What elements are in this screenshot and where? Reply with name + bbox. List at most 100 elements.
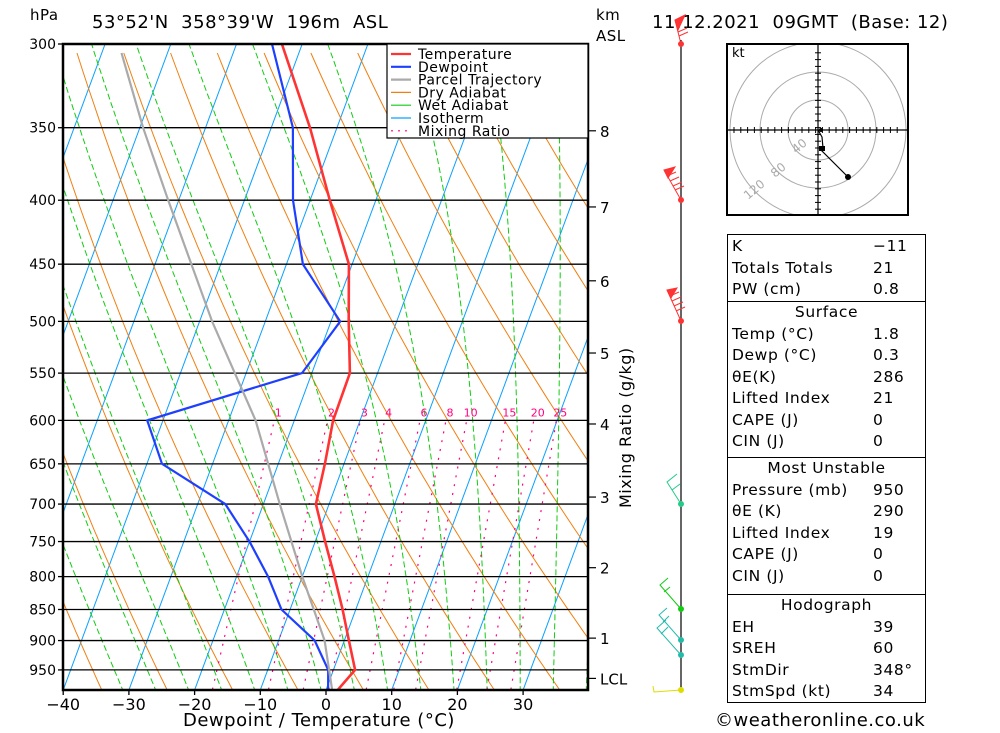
- height-tick-label: 4: [600, 416, 610, 434]
- plot-frame: [61, 42, 590, 692]
- pressure-tick-label: 700: [29, 497, 56, 513]
- pressure-tick-label: 450: [29, 257, 56, 273]
- legend-label: Parcel Trajectory: [418, 73, 542, 89]
- mixing-ratio-label: 10: [464, 406, 478, 419]
- temperature-tick-label: 10: [382, 695, 402, 714]
- pressure-tick-label: 300: [29, 37, 56, 53]
- height-tick-label: 8: [600, 123, 610, 141]
- km-unit-label: km: [596, 6, 621, 24]
- index-row: StmDir 348°: [732, 660, 913, 679]
- index-row: Dewp (°C) 0.3: [732, 346, 900, 364]
- indices-surface: Surface Temp (°C) 1.8 Dewp (°C) 0.3 θE(K) 2…: [727, 301, 926, 458]
- pressure-tick-label: 600: [29, 413, 56, 429]
- wind-barb-low: [656, 607, 684, 658]
- wind-barb-mid: [666, 473, 684, 507]
- index-row: K −11: [732, 237, 908, 255]
- mixing-ratio-line: [393, 420, 447, 690]
- wet-adiabat-line: [252, 44, 422, 690]
- legend-label: Isotherm: [418, 111, 484, 127]
- isotherm-line: [63, 44, 106, 160]
- mixing-ratio-label: 6: [420, 406, 427, 419]
- hodograph-unit: kt: [732, 46, 745, 61]
- mixing-ratio-label: 2: [328, 406, 335, 419]
- mixing-ratio-line: [486, 420, 535, 690]
- temperature-tick-label: −30: [112, 695, 146, 714]
- isotherm-line: [63, 44, 172, 337]
- index-row: CAPE (J) 0: [732, 545, 884, 563]
- dry-adiabat-line: [63, 600, 103, 690]
- wet-adiabat-line: [552, 44, 561, 690]
- pressure-tick-label: 950: [29, 663, 56, 679]
- isotherm-line: [522, 513, 588, 690]
- indices-general: K −11 Totals Totals 21 PW (cm) 0.8: [727, 234, 926, 302]
- dry-adiabat-line: [63, 451, 168, 690]
- index-row: SREH 60: [732, 639, 894, 657]
- index-row: θE(K) 286: [732, 367, 905, 386]
- mixing-ratio-label: 3: [361, 406, 368, 419]
- temperature-line: [280, 44, 357, 690]
- dry-adiabat-line: [63, 303, 233, 690]
- index-row: Temp (°C) 1.8: [732, 324, 900, 343]
- mixing-ratio-label: 20: [531, 406, 545, 419]
- height-tick-label: 7: [600, 199, 610, 217]
- isotherm-line: [128, 44, 369, 690]
- dry-adiabat-line: [76, 52, 364, 690]
- section-title: Most Unstable: [767, 459, 886, 477]
- dry-adiabat-line: [450, 52, 588, 292]
- mixing-ratio-label: 25: [553, 406, 567, 419]
- index-row: Lifted Index 21: [732, 389, 894, 407]
- dry-adiabat-line: [357, 52, 588, 462]
- footer-credit[interactable]: ©weatheronline.co.uk: [715, 710, 926, 731]
- index-row: Pressure (mb) 950: [732, 480, 905, 499]
- height-tick-label: 3: [600, 489, 610, 507]
- wet-adiabat-line: [63, 460, 157, 690]
- wind-barb-lower: [659, 577, 684, 612]
- mixing-ratio-line: [328, 420, 386, 690]
- legend-label: Dry Adiabat: [418, 85, 506, 101]
- pressure-tick-label: 400: [29, 193, 56, 209]
- height-tick-label: 1: [600, 630, 610, 648]
- mixing-ratio-line: [510, 420, 557, 690]
- legend-label: Temperature: [417, 47, 512, 63]
- isotherm-line: [325, 44, 566, 690]
- isotherm-line: [259, 44, 500, 690]
- mixing-ratio-line: [456, 420, 506, 690]
- wind-barb-surface: [652, 685, 684, 693]
- wet-adiabat-line: [63, 283, 223, 690]
- location-title: 53°52'N 358°39'W 196m ASL: [92, 12, 389, 33]
- wet-adiabat-line: [63, 184, 256, 690]
- section-title: Hodograph: [780, 596, 873, 614]
- pressure-tick-label: 500: [29, 314, 56, 330]
- wind-barb-column: [652, 13, 689, 693]
- hodograph: kt 40 80 120: [726, 43, 909, 216]
- dry-adiabat-line: [404, 52, 588, 376]
- right-axis-title: Mixing Ratio (g/kg): [616, 347, 635, 508]
- wet-adiabat-line: [135, 44, 355, 690]
- profiles: [120, 44, 357, 690]
- wet-adiabat-line: [91, 44, 322, 690]
- mixing-ratio-line: [267, 420, 329, 690]
- pressure-tick-label: 750: [29, 535, 56, 551]
- index-row: Totals Totals 21: [732, 258, 894, 277]
- temperature-tick-label: −20: [178, 695, 212, 714]
- section-title: Surface: [794, 303, 859, 321]
- hodograph-endpoint: [845, 174, 851, 180]
- height-tick-label: 6: [600, 273, 610, 291]
- index-row: EH 39: [732, 617, 894, 636]
- index-row: θE (K) 290: [732, 502, 905, 520]
- legend-label: Wet Adiabat: [418, 98, 509, 114]
- index-row: PW (cm) 0.8: [732, 280, 900, 298]
- pressure-tick-label: 350: [29, 121, 56, 137]
- index-row: CAPE (J) 0: [732, 410, 884, 429]
- legend-label: Mixing Ratio: [418, 124, 510, 140]
- dry-adiabat-line: [170, 52, 495, 690]
- mixing-ratio-label: 4: [385, 406, 392, 419]
- legend-label: Dewpoint: [418, 60, 489, 76]
- indices-hodograph: Hodograph EH 39 SREH 60 StmDir 348° StmSpd …: [727, 594, 926, 703]
- index-row: StmSpd (kt) 34: [732, 682, 894, 700]
- isotherm-line: [63, 44, 303, 690]
- background-lines: [63, 44, 588, 690]
- height-tick-label: 2: [600, 560, 610, 578]
- temperature-tick-label: 20: [447, 695, 467, 714]
